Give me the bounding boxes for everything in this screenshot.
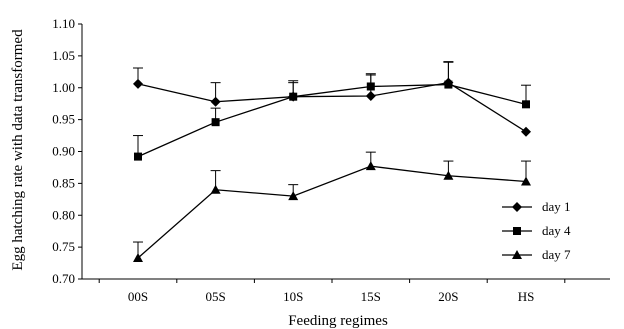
legend-marker-day-7: [512, 250, 522, 259]
x-tick-label: 05S: [205, 289, 225, 304]
point-day-7: [210, 184, 221, 194]
y-tick-label: 1.10: [52, 16, 75, 31]
y-tick-label: 0.70: [52, 271, 75, 286]
point-day-7: [288, 191, 299, 201]
series-line-day-4: [137, 83, 527, 158]
y-tick-label: 0.75: [52, 239, 75, 254]
legend-label-day-1: day 1: [542, 199, 571, 214]
x-tick-label: 00S: [128, 289, 148, 304]
legend-label-day-7: day 7: [542, 247, 571, 262]
point-day-4: [444, 80, 453, 89]
legend-label-day-4: day 4: [542, 223, 571, 238]
point-day-7: [133, 252, 143, 262]
y-tick-label: 0.80: [52, 207, 75, 222]
point-day-4: [366, 82, 375, 91]
point-day-1: [365, 91, 376, 102]
x-tick-label: HS: [518, 289, 535, 304]
plot-area: 0.70 0.75 0.80 0.85 0.90 0.95 1.00 1.05 1.10 00S 0…: [52, 16, 610, 304]
x-tick-label: 15S: [361, 289, 381, 304]
y-tick-label: 0.85: [52, 175, 75, 190]
series-line-day-1: [137, 81, 527, 133]
x-tick-label: 10S: [283, 289, 303, 304]
point-day-4: [134, 152, 142, 161]
point-day-7: [365, 161, 376, 171]
legend-marker-day-1: [512, 202, 522, 212]
legend-marker-day-4: [513, 227, 521, 235]
point-day-7: [443, 170, 454, 180]
y-tick-label: 1.05: [52, 48, 75, 63]
point-day-4: [289, 92, 298, 101]
point-day-1: [210, 96, 221, 107]
y-tick-label: 0.95: [52, 112, 75, 127]
y-tick-label: 0.90: [52, 144, 75, 159]
point-day-7: [521, 176, 531, 186]
point-day-4: [211, 118, 220, 127]
point-day-4: [522, 100, 530, 109]
point-day-1: [133, 78, 143, 89]
point-day-1: [521, 126, 531, 137]
x-tick-label: 20S: [438, 289, 458, 304]
x-axis-title: Feeding regimes: [288, 313, 388, 329]
series-line-day-7: [137, 165, 527, 259]
y-tick-label: 1.00: [52, 80, 75, 95]
y-axis-title: Egg hatching rate with data transformed: [10, 29, 26, 271]
